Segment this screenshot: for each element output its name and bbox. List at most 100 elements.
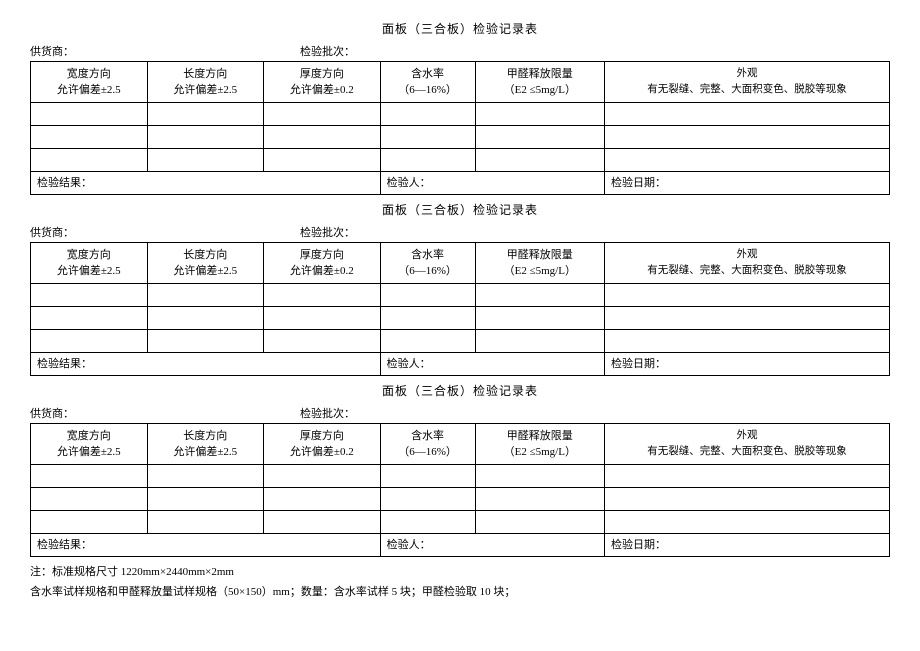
col-formaldehyde: 甲醛释放限量（E2 ≤5mg/L） — [475, 62, 604, 103]
table-cell — [264, 465, 381, 488]
table-cell — [475, 284, 604, 307]
table-cell — [147, 488, 264, 511]
record-block-3: 面板（三合板）检验记录表 供货商： 检验批次： 宽度方向允许偏差±2.5 长度方… — [30, 382, 890, 557]
form-title: 面板（三合板）检验记录表 — [30, 20, 890, 37]
result-label: 检验结果： — [31, 172, 381, 195]
table-cell — [380, 330, 475, 353]
date-label: 检验日期： — [605, 172, 890, 195]
table-cell — [605, 330, 890, 353]
inspector-label: 检验人： — [380, 353, 604, 376]
table-cell — [31, 126, 148, 149]
table-cell — [605, 511, 890, 534]
footnote-line-1: 注：标准规格尺寸 1220mm×2440mm×2mm — [30, 563, 890, 583]
record-block-1: 面板（三合板）检验记录表 供货商： 检验批次： 宽度方向允许偏差±2.5 长度方… — [30, 20, 890, 195]
col-thickness: 厚度方向允许偏差±0.2 — [264, 424, 381, 465]
table-cell — [147, 511, 264, 534]
table-cell — [475, 149, 604, 172]
inspector-label: 检验人： — [380, 172, 604, 195]
meta-row: 供货商： 检验批次： — [30, 43, 890, 59]
col-formaldehyde: 甲醛释放限量（E2 ≤5mg/L） — [475, 243, 604, 284]
table-cell — [264, 330, 381, 353]
table-cell — [264, 103, 381, 126]
col-formaldehyde: 甲醛释放限量（E2 ≤5mg/L） — [475, 424, 604, 465]
table-cell — [31, 511, 148, 534]
table-cell — [31, 488, 148, 511]
table-cell — [380, 103, 475, 126]
batch-label: 检验批次： — [300, 405, 890, 421]
col-length: 长度方向允许偏差±2.5 — [147, 62, 264, 103]
table-cell — [605, 307, 890, 330]
table-cell — [380, 149, 475, 172]
col-appearance: 外观有无裂缝、完整、大面积变色、脱胶等现象 — [605, 424, 890, 465]
col-appearance: 外观有无裂缝、完整、大面积变色、脱胶等现象 — [605, 243, 890, 284]
col-width: 宽度方向允许偏差±2.5 — [31, 243, 148, 284]
batch-label: 检验批次： — [300, 43, 890, 59]
supplier-label: 供货商： — [30, 405, 300, 421]
inspector-label: 检验人： — [380, 534, 604, 557]
table-cell — [31, 149, 148, 172]
col-width: 宽度方向允许偏差±2.5 — [31, 424, 148, 465]
table-cell — [380, 465, 475, 488]
table-cell — [475, 488, 604, 511]
table-cell — [147, 149, 264, 172]
inspection-table: 宽度方向允许偏差±2.5 长度方向允许偏差±2.5 厚度方向允许偏差±0.2 含… — [30, 61, 890, 195]
table-cell — [475, 103, 604, 126]
table-cell — [147, 103, 264, 126]
table-cell — [475, 307, 604, 330]
table-cell — [605, 465, 890, 488]
col-width: 宽度方向允许偏差±2.5 — [31, 62, 148, 103]
table-cell — [475, 511, 604, 534]
table-cell — [380, 284, 475, 307]
col-length: 长度方向允许偏差±2.5 — [147, 424, 264, 465]
table-cell — [31, 465, 148, 488]
date-label: 检验日期： — [605, 353, 890, 376]
footnote-line-2: 含水率试样规格和甲醛释放量试样规格（50×150）mm；数量：含水率试样 5 块… — [30, 583, 890, 603]
table-cell — [264, 149, 381, 172]
supplier-label: 供货商： — [30, 43, 300, 59]
supplier-label: 供货商： — [30, 224, 300, 240]
result-label: 检验结果： — [31, 534, 381, 557]
table-cell — [147, 330, 264, 353]
table-cell — [31, 330, 148, 353]
form-title: 面板（三合板）检验记录表 — [30, 201, 890, 218]
batch-label: 检验批次： — [300, 224, 890, 240]
table-cell — [605, 126, 890, 149]
col-appearance: 外观有无裂缝、完整、大面积变色、脱胶等现象 — [605, 62, 890, 103]
inspection-table: 宽度方向允许偏差±2.5 长度方向允许偏差±2.5 厚度方向允许偏差±0.2 含… — [30, 242, 890, 376]
inspection-table: 宽度方向允许偏差±2.5 长度方向允许偏差±2.5 厚度方向允许偏差±0.2 含… — [30, 423, 890, 557]
table-cell — [380, 488, 475, 511]
table-cell — [31, 307, 148, 330]
col-thickness: 厚度方向允许偏差±0.2 — [264, 243, 381, 284]
col-length: 长度方向允许偏差±2.5 — [147, 243, 264, 284]
table-cell — [264, 511, 381, 534]
result-label: 检验结果： — [31, 353, 381, 376]
table-cell — [380, 511, 475, 534]
table-cell — [475, 330, 604, 353]
table-cell — [605, 284, 890, 307]
table-cell — [475, 126, 604, 149]
col-moisture: 含水率（6—16%） — [380, 62, 475, 103]
table-cell — [605, 149, 890, 172]
table-cell — [264, 307, 381, 330]
col-moisture: 含水率（6—16%） — [380, 243, 475, 284]
table-cell — [147, 284, 264, 307]
footnote: 注：标准规格尺寸 1220mm×2440mm×2mm 含水率试样规格和甲醛释放量… — [30, 563, 890, 603]
table-cell — [605, 488, 890, 511]
form-title: 面板（三合板）检验记录表 — [30, 382, 890, 399]
table-cell — [31, 103, 148, 126]
table-cell — [475, 465, 604, 488]
meta-row: 供货商： 检验批次： — [30, 405, 890, 421]
table-cell — [147, 126, 264, 149]
table-cell — [264, 488, 381, 511]
table-cell — [605, 103, 890, 126]
table-cell — [264, 284, 381, 307]
col-moisture: 含水率（6—16%） — [380, 424, 475, 465]
meta-row: 供货商： 检验批次： — [30, 224, 890, 240]
table-cell — [264, 126, 381, 149]
table-cell — [380, 126, 475, 149]
date-label: 检验日期： — [605, 534, 890, 557]
table-cell — [147, 465, 264, 488]
col-thickness: 厚度方向允许偏差±0.2 — [264, 62, 381, 103]
table-cell — [147, 307, 264, 330]
table-cell — [31, 284, 148, 307]
